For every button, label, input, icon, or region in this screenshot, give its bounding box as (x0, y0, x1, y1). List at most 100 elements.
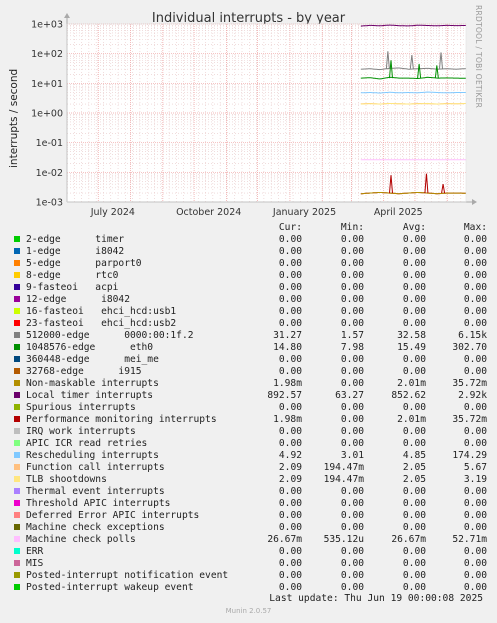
series-spike (441, 184, 446, 194)
legend-max: 5.67 (463, 462, 487, 473)
legend-label: 360448-edge mei_me (26, 354, 159, 365)
y-tick-label: 1e-03 (36, 198, 63, 209)
series-line (360, 91, 466, 94)
legend-row: Performance monitoring interrupts 1.98m 0.… (0, 414, 497, 426)
legend-cur: 14.80 (273, 342, 302, 353)
legend-avg: 0.00 (402, 234, 426, 245)
legend-min: 0.00 (340, 426, 364, 437)
legend-avg: 0.00 (402, 246, 426, 257)
legend-max: 0.00 (463, 486, 487, 497)
legend-row: Local timer interrupts 892.57 63.27 852.62 2… (0, 390, 497, 402)
legend-row: Deferred Error APIC interrupts 0.00 0.00 0.… (0, 510, 497, 522)
legend-max: 0.00 (463, 318, 487, 329)
legend-swatch (14, 260, 20, 266)
legend-header-cell: Max: (463, 222, 487, 233)
legend-avg: 15.49 (397, 342, 426, 353)
legend-avg: 0.00 (402, 438, 426, 449)
legend-avg: 0.00 (402, 354, 426, 365)
legend-swatch (14, 584, 20, 590)
legend-max: 0.00 (463, 510, 487, 521)
legend-row: TLB shootdowns 2.09 194.47m 2.05 3.19 (0, 474, 497, 486)
series-line (360, 67, 467, 71)
legend-swatch (14, 488, 20, 494)
legend-max: 35.72m (452, 414, 487, 425)
legend-row: Threshold APIC interrupts 0.00 0.00 0.00 0.0… (0, 498, 497, 510)
legend-swatch (14, 440, 20, 446)
legend-cur: 0.00 (278, 510, 302, 521)
legend-cur: 0.00 (278, 270, 302, 281)
legend-max: 0.00 (463, 294, 487, 305)
legend-cur: 2.09 (278, 474, 302, 485)
legend-cur: 0.00 (278, 498, 302, 509)
legend-label: MIS (26, 558, 44, 569)
legend-min: 0.00 (340, 294, 364, 305)
legend-avg: 0.00 (402, 486, 426, 497)
last-update: Last update: Thu Jun 19 00:00:08 2025 (269, 593, 483, 604)
legend-swatch (14, 416, 20, 422)
legend-min: 0.00 (340, 486, 364, 497)
legend-row: 12-edge i8042 0.00 0.00 0.00 0.00 (0, 294, 497, 306)
legend-cur: 4.92 (278, 450, 302, 461)
legend-row: 2-edge timer 0.00 0.00 0.00 0.00 (0, 234, 497, 246)
legend-row: 9-fasteoi acpi 0.00 0.00 0.00 0.00 (0, 282, 497, 294)
legend-min: 0.00 (340, 582, 364, 593)
legend-label: 2-edge timer (26, 234, 125, 245)
legend-cur: 1.98m (273, 378, 302, 389)
legend-avg: 0.00 (402, 318, 426, 329)
legend-cur: 31.27 (273, 330, 302, 341)
legend-swatch (14, 524, 20, 530)
legend-min: 0.00 (340, 402, 364, 413)
legend-max: 0.00 (463, 258, 487, 269)
legend-avg: 0.00 (402, 402, 426, 413)
legend-avg: 0.00 (402, 426, 426, 437)
legend-swatch (14, 320, 20, 326)
legend-row: Rescheduling interrupts 4.92 3.01 4.85 174.2… (0, 450, 497, 462)
legend-swatch (14, 464, 20, 470)
legend-min: 0.00 (340, 522, 364, 533)
series-spike (388, 60, 393, 79)
munin-version: Munin 2.0.57 (225, 607, 272, 615)
legend-min: 0.00 (340, 270, 364, 281)
legend-max: 0.00 (463, 270, 487, 281)
legend-row: 360448-edge mei_me 0.00 0.00 0.00 0.00 (0, 354, 497, 366)
legend-max: 174.29 (452, 450, 487, 461)
legend-cur: 2.09 (278, 462, 302, 473)
legend-max: 0.00 (463, 402, 487, 413)
legend-min: 0.00 (340, 318, 364, 329)
legend-label: 9-fasteoi acpi (26, 282, 119, 293)
legend-row: Machine check exceptions 0.00 0.00 0.00 0.00 (0, 522, 497, 534)
legend-cur: 0.00 (278, 234, 302, 245)
legend-max: 0.00 (463, 546, 487, 557)
legend-label: Machine check polls (26, 534, 136, 545)
legend-label: 12-edge i8042 (26, 294, 130, 305)
legend-avg: 0.00 (402, 366, 426, 377)
legend-min: 0.00 (340, 306, 364, 317)
y-tick-label: 1e+00 (31, 109, 63, 120)
legend-swatch (14, 332, 20, 338)
legend-row: 8-edge rtc0 0.00 0.00 0.00 0.00 (0, 270, 497, 282)
legend-row: MIS 0.00 0.00 0.00 0.00 (0, 558, 497, 570)
legend-row: Non-maskable interrupts 1.98m 0.00 2.01m 35.… (0, 378, 497, 390)
legend-label: 512000-edge 0000:00:1f.2 (26, 330, 194, 341)
legend-cur: 0.00 (278, 294, 302, 305)
legend-label: 16-fasteoi ehci_hcd:usb1 (26, 306, 177, 317)
legend-max: 0.00 (463, 426, 487, 437)
series-spike (409, 54, 414, 69)
y-tick-label: 1e+03 (31, 20, 63, 31)
legend-row: 1-edge i8042 0.00 0.00 0.00 0.00 (0, 246, 497, 258)
legend-avg: 0.00 (402, 270, 426, 281)
legend-swatch (14, 428, 20, 434)
legend-min: 194.47m (323, 474, 364, 485)
legend-row: Posted-interrupt wakeup event 0.00 0.00 0.0… (0, 582, 497, 594)
legend-row: 5-edge parport0 0.00 0.00 0.00 0.00 (0, 258, 497, 270)
x-tick-label: January 2025 (272, 207, 336, 218)
legend-label: Non-maskable interrupts (26, 378, 159, 389)
legend-avg: 0.00 (402, 510, 426, 521)
legend-swatch (14, 572, 20, 578)
legend-label: 8-edge rtc0 (26, 270, 119, 281)
legend-swatch (14, 248, 20, 254)
legend-header-cell: Cur: (278, 222, 302, 233)
y-tick-label: 1e+02 (31, 49, 63, 60)
series-spike (417, 63, 422, 79)
